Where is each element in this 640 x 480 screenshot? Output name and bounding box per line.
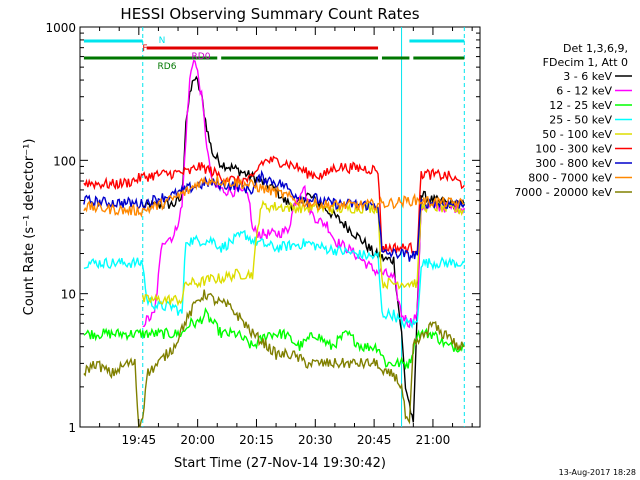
y-tick-label-10: 10	[61, 288, 76, 302]
y-tick-label-100: 100	[53, 154, 76, 168]
series-12-25-kev	[83, 306, 465, 371]
flag-label-rd0: RD0	[192, 52, 211, 62]
x-tick-label-20-45: 20:45	[357, 433, 392, 447]
legend-header-line-1: Det 1,3,6,9,	[563, 42, 628, 55]
x-tick-label-21-00: 21:00	[416, 433, 451, 447]
legend-label-7000-20000-kev: 7000 - 20000 keV	[514, 186, 612, 199]
legend-label-25-50-kev: 25 - 50 keV	[549, 114, 612, 127]
flag-label-f: F	[142, 44, 147, 54]
series-800-7000-kev	[83, 175, 465, 218]
legend-header-line-2: FDecim 1, Att 0	[543, 56, 628, 69]
series-3-6-kev	[142, 75, 465, 423]
series-300-800-kev	[83, 169, 465, 262]
x-tick-label-20-30: 20:30	[298, 433, 333, 447]
y-tick-label-1000: 1000	[45, 21, 76, 35]
legend-label-100-300-kev: 100 - 300 keV	[535, 143, 612, 156]
legend-label-800-7000-kev: 800 - 7000 keV	[528, 172, 612, 185]
series-6-12-kev	[142, 59, 465, 329]
x-tick-label-19-45: 19:45	[122, 433, 157, 447]
chart-title: HESSI Observing Summary Count Rates	[120, 5, 419, 23]
y-tick-label-1: 1	[68, 421, 76, 435]
legend-label-6-12-kev: 6 - 12 keV	[556, 85, 612, 98]
x-tick-label-20-15: 20:15	[239, 433, 274, 447]
footer-date: 13-Aug-2017 18:28	[559, 468, 636, 477]
y-axis-label: Count Rate (s⁻¹ detector⁻¹)	[22, 139, 37, 316]
legend-label-50-100-kev: 50 - 100 keV	[542, 128, 612, 141]
axis-ticks: 19:45 20:00 20:15 20:30 20:45 21:00 1 10 100 1000	[45, 21, 480, 447]
x-tick-label-20-00: 20:00	[180, 433, 215, 447]
series-7000-20000-kev	[83, 289, 465, 429]
flag-label-n: N	[159, 36, 166, 46]
flag-label-rd6: RD6	[158, 62, 177, 72]
x-axis-label: Start Time (27-Nov-14 19:30:42)	[174, 456, 386, 471]
series-25-50-kev	[83, 229, 465, 330]
legend-label-300-800-kev: 300 - 800 keV	[535, 157, 612, 170]
plot-frame	[79, 26, 481, 428]
series-100-300-kev	[83, 155, 465, 256]
series-layer	[83, 59, 465, 429]
legend-label-3-6-kev: 3 - 6 keV	[563, 70, 612, 83]
legend: Det 1,3,6,9, FDecim 1, Att 0 3 - 6 keV 6 …	[514, 42, 632, 199]
legend-label-12-25-kev: 12 - 25 keV	[549, 99, 612, 112]
flag-bars: N F RD0 RD6	[83, 36, 465, 72]
